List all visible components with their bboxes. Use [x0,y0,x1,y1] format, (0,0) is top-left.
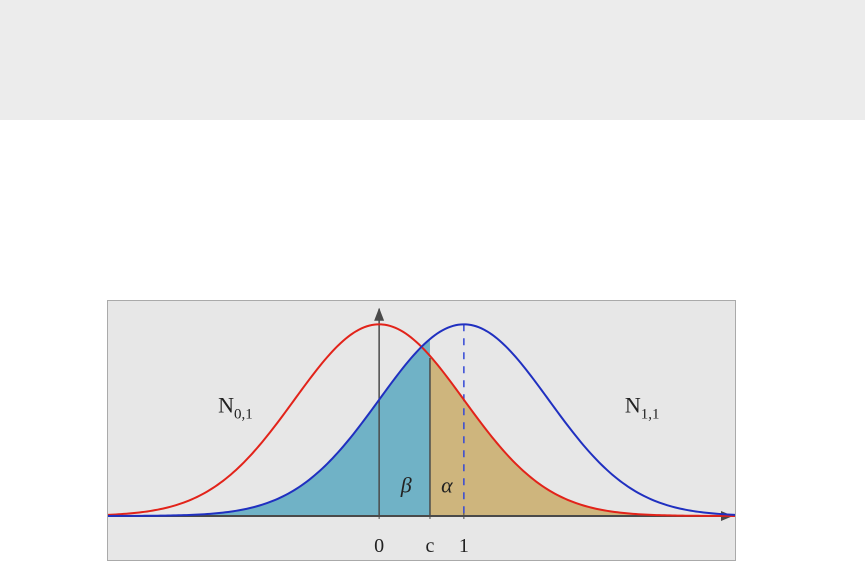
top-band [0,0,865,120]
region-label-alpha: α [441,473,453,498]
normal-curves-chart: 0c1βαN0,1N1,1 [108,301,735,560]
xtick-label-0: 0 [374,535,384,557]
xtick-label-c: c [426,535,435,557]
figure-container: 0c1βαN0,1N1,1 [107,300,736,561]
region-label-beta: β [400,473,412,498]
xtick-label-1: 1 [459,535,469,557]
